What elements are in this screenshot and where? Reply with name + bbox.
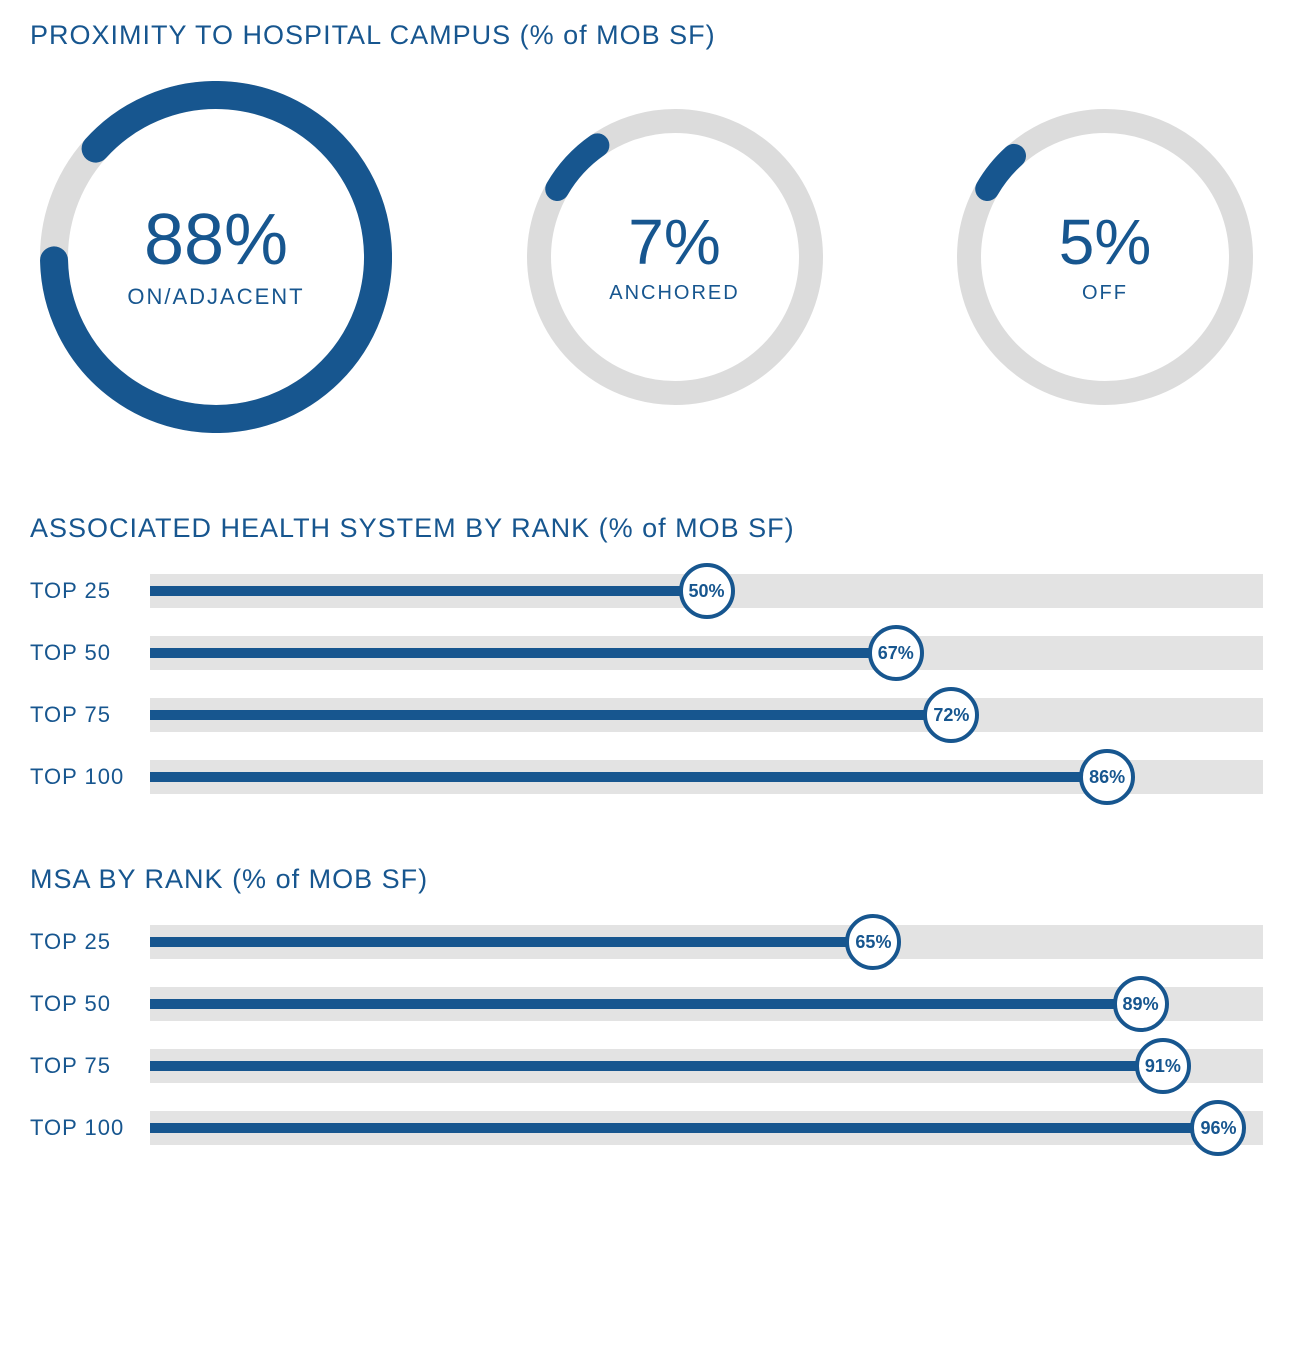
donut-chart-icon [40,81,392,433]
bar-row: TOP 100 96% [30,1111,1263,1145]
bar-fill [150,648,896,658]
bar-value: 91% [1145,1056,1181,1077]
bar-row: TOP 50 89% [30,987,1263,1021]
bar-row: TOP 75 91% [30,1049,1263,1083]
bar-label: TOP 25 [30,578,150,604]
bar-value: 86% [1089,767,1125,788]
donut-chart-icon [527,109,823,405]
bar-marker: 91% [1135,1038,1191,1094]
bar-marker: 72% [923,687,979,743]
bar-track: 91% [150,1049,1263,1083]
health-system-section: ASSOCIATED HEALTH SYSTEM BY RANK (% of M… [30,513,1263,794]
bar-value: 89% [1123,994,1159,1015]
bar-marker: 89% [1113,976,1169,1032]
bar-track: 50% [150,574,1263,608]
bar-value: 65% [855,932,891,953]
bar-fill [150,1061,1163,1071]
bar-label: TOP 100 [30,764,150,790]
proximity-title: PROXIMITY TO HOSPITAL CAMPUS (% of MOB S… [30,20,1263,51]
bar-value: 72% [933,705,969,726]
health-system-title: ASSOCIATED HEALTH SYSTEM BY RANK (% of M… [30,513,1263,544]
bar-track: 86% [150,760,1263,794]
bar-track: 72% [150,698,1263,732]
bar-row: TOP 50 67% [30,636,1263,670]
bar-track: 65% [150,925,1263,959]
bar-label: TOP 50 [30,991,150,1017]
msa-section: MSA BY RANK (% of MOB SF) TOP 25 65% TOP… [30,864,1263,1145]
bar-marker: 86% [1079,749,1135,805]
donut-anchored: 7% ANCHORED [527,81,823,433]
bar-label: TOP 75 [30,702,150,728]
bar-fill [150,710,951,720]
bar-row: TOP 25 65% [30,925,1263,959]
bar-fill [150,937,873,947]
bar-label: TOP 100 [30,1115,150,1141]
donut-off: 5% OFF [957,81,1253,433]
bar-label: TOP 75 [30,1053,150,1079]
bar-fill [150,586,707,596]
bar-fill [150,1123,1218,1133]
bar-fill [150,999,1141,1009]
bar-value: 96% [1200,1118,1236,1139]
bar-marker: 96% [1190,1100,1246,1156]
msa-title: MSA BY RANK (% of MOB SF) [30,864,1263,895]
bar-label: TOP 50 [30,640,150,666]
proximity-section: PROXIMITY TO HOSPITAL CAMPUS (% of MOB S… [30,20,1263,433]
donut-on-adjacent: 88% ON/ADJACENT [40,81,392,433]
bar-value: 50% [688,581,724,602]
bar-row: TOP 25 50% [30,574,1263,608]
bar-track: 67% [150,636,1263,670]
donut-row: 88% ON/ADJACENT 7% ANCHORED 5% OFF [30,81,1263,433]
bar-track: 96% [150,1111,1263,1145]
bar-marker: 67% [868,625,924,681]
bar-fill [150,772,1107,782]
bar-track: 89% [150,987,1263,1021]
bar-value: 67% [878,643,914,664]
donut-chart-icon [957,109,1253,405]
bar-marker: 65% [845,914,901,970]
bar-row: TOP 75 72% [30,698,1263,732]
bar-marker: 50% [679,563,735,619]
bar-label: TOP 25 [30,929,150,955]
bar-row: TOP 100 86% [30,760,1263,794]
